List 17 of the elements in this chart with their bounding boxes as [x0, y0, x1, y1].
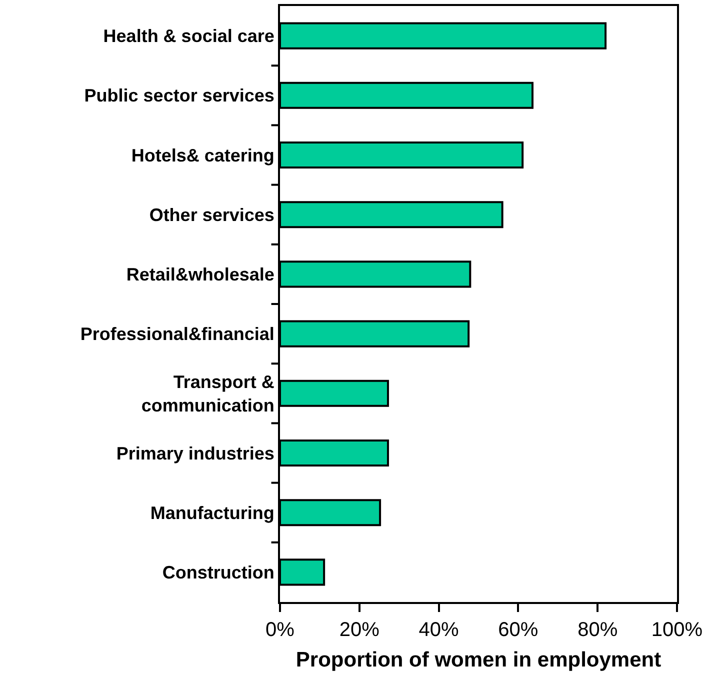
x-tick-label: 100% — [651, 619, 703, 641]
y-tick-label: Health & social care — [103, 26, 274, 46]
y-tick-label: Other services — [149, 204, 274, 225]
x-tick-label: 60% — [498, 619, 538, 641]
y-tick-label: Construction — [162, 562, 274, 582]
x-tick-label: 0% — [266, 619, 295, 641]
y-tick-label: Public sector services — [84, 86, 274, 106]
y-tick-label: Manufacturing — [150, 502, 274, 523]
x-tick-label: 20% — [339, 619, 380, 641]
y-tick-label: Hotels& catering — [131, 145, 274, 166]
y-tick-label: Retail&wholesale — [126, 264, 274, 284]
y-tick-label: Professional&financial — [80, 324, 274, 344]
y-tick-label: Primary industries — [116, 443, 274, 464]
x-tick-label: 40% — [418, 619, 460, 641]
x-axis-title: Proportion of women in employment — [296, 648, 662, 672]
x-tick-label: 80% — [578, 619, 618, 641]
y-tick-label: Transport & communication — [141, 372, 274, 416]
